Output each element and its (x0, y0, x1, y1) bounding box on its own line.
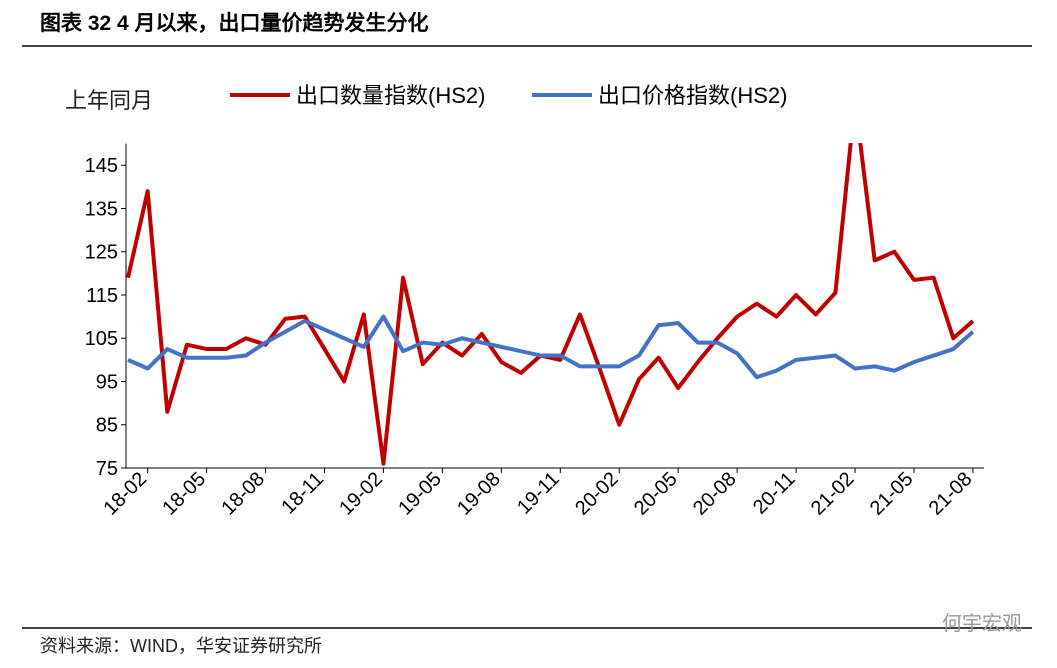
y-tick-label: 145 (85, 155, 118, 177)
y-tick-label: 135 (85, 198, 118, 220)
series-line (126, 143, 975, 466)
x-tick-label: 20-11 (749, 468, 800, 519)
x-tick-label: 19-08 (453, 468, 505, 520)
y-tick-label: 125 (85, 242, 118, 264)
y-tick-label: 95 (96, 371, 118, 393)
x-tick-label: 18-05 (158, 468, 210, 520)
y-axis-label: 上年同月 (65, 88, 153, 113)
chart-title: 图表 32 4 月以来，出口量价趋势发生分化 (40, 11, 429, 35)
x-tick-label: 20-05 (630, 468, 682, 520)
y-tick-label: 115 (86, 285, 118, 307)
x-tick-label: 19-02 (335, 468, 387, 520)
x-tick-label: 19-11 (513, 468, 564, 519)
x-tick-label: 21-05 (866, 468, 918, 520)
plot-area (126, 143, 975, 466)
x-tick-label: 20-02 (571, 468, 623, 520)
x-tick-label: 20-08 (689, 468, 741, 520)
source: 资料来源：WIND，华安证券研究所 (40, 636, 322, 656)
x-tick-label: 18-11 (277, 468, 328, 519)
x-tick-label: 21-02 (807, 468, 859, 520)
y-tick-label: 105 (85, 328, 118, 350)
y-tick-label: 85 (96, 415, 118, 437)
y-tick-label: 75 (96, 458, 118, 480)
x-tick-label: 18-08 (217, 468, 269, 520)
series-line (127, 314, 975, 380)
x-tick-label: 19-05 (394, 468, 446, 520)
x-tick-label: 21-08 (925, 468, 977, 520)
legend-label: 出口价格指数(HS2) (598, 83, 787, 108)
watermark: 何宇宏观 (942, 612, 1022, 635)
legend-label: 出口数量指数(HS2) (296, 83, 485, 108)
